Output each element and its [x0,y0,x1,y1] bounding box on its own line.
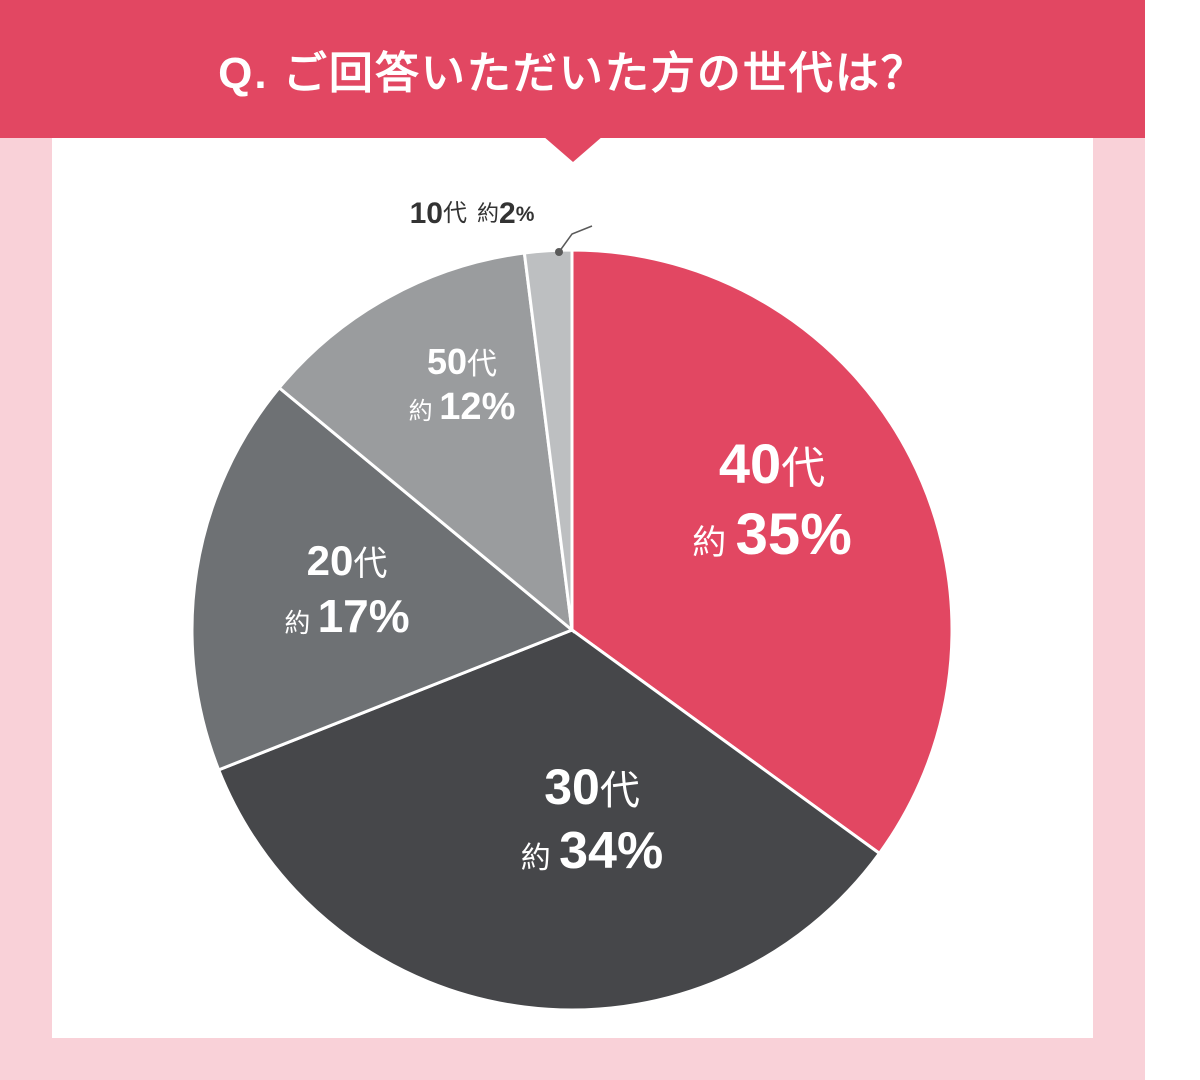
infographic-root: Q. ご回答いただいた方の世代は？ 40代約 35% 30代約 34% 20代約 1… [0,0,1200,1080]
callout-label-s10: 10代約 2% [332,189,612,239]
slice-label-s30: 30代約 34% [442,740,742,900]
slice-label-s20: 20代約 17% [197,510,497,670]
pie-chart: 40代約 35% 30代約 34% 20代約 17% 50代約 12% 10代約 2% [92,190,1052,1010]
slice-label-s50: 50代約 12% [312,305,612,465]
chart-panel: 40代約 35% 30代約 34% 20代約 17% 50代約 12% 10代約 2% [52,138,1093,1038]
title-arrow-icon [543,136,603,162]
title-band: Q. ご回答いただいた方の世代は？ [0,0,1145,138]
outer-frame: 40代約 35% 30代約 34% 20代約 17% 50代約 12% 10代約 2% [0,138,1145,1080]
slice-label-s40: 40代約 35% [622,420,922,580]
title-text: Q. ご回答いただいた方の世代は？ [218,37,927,101]
